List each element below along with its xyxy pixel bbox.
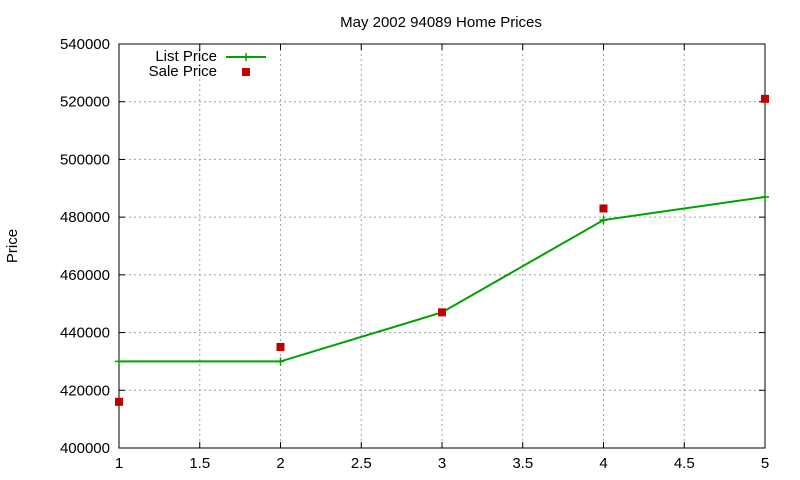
y-tick-label: 400000	[60, 440, 110, 457]
y-tick-label: 500000	[60, 151, 110, 168]
y-tick-label: 460000	[60, 267, 110, 284]
sale-price-point	[276, 343, 285, 351]
y-tick-label: 540000	[60, 36, 110, 53]
x-tick-label: 5	[761, 455, 769, 472]
list-price-point	[761, 192, 769, 201]
legend-label-list-price: List Price	[155, 48, 217, 65]
chart-title: May 2002 94089 Home Prices	[340, 14, 542, 31]
sale-price-point	[761, 94, 769, 103]
x-tick-label: 2	[276, 455, 284, 472]
legend-marker-list-price	[242, 53, 250, 61]
legend-swatch-sale-price	[242, 68, 250, 76]
legend-label-sale-price: Sale Price	[149, 63, 217, 80]
x-tick-label: 3	[438, 455, 446, 472]
sale-price-point	[599, 204, 608, 213]
sale-price-point	[115, 397, 123, 406]
x-tick-label: 4.5	[674, 455, 695, 472]
x-tick-label: 2.5	[351, 455, 372, 472]
series-layer	[115, 94, 769, 406]
y-tick-label: 480000	[60, 209, 110, 226]
x-tick-label: 1	[115, 455, 123, 472]
y-tick-label: 520000	[60, 94, 110, 111]
y-tick-label: 420000	[60, 382, 110, 399]
y-axis-label: Price	[4, 229, 21, 263]
axis-ticks: 1 1.5 2 2.5 3 3.5 4 4.5 5 400000 420000 440000 46000…	[60, 36, 769, 472]
x-tick-label: 1.5	[189, 455, 210, 472]
sale-price-point	[438, 308, 446, 317]
list-price-point	[599, 216, 608, 225]
list-price-point	[276, 357, 285, 366]
x-tick-label: 3.5	[512, 455, 533, 472]
x-tick-label: 4	[599, 455, 607, 472]
list-price-point	[115, 357, 123, 366]
grid-lines	[119, 44, 765, 448]
y-tick-label: 440000	[60, 325, 110, 342]
